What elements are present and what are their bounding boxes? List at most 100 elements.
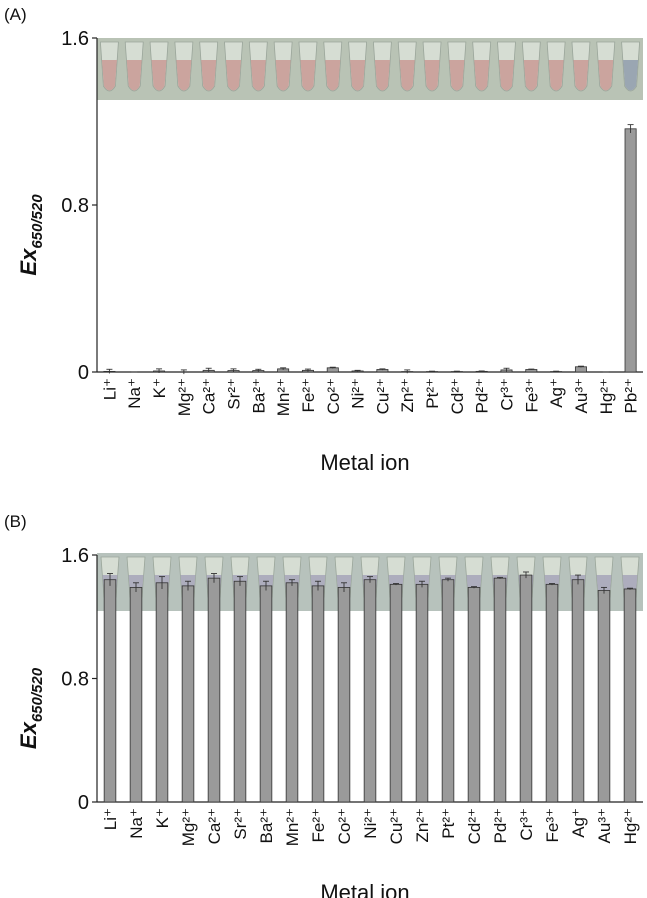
panel-label: (A): [4, 5, 27, 24]
x-tick-label: Zn²⁺: [398, 378, 417, 412]
x-tick-label: Na⁺: [125, 378, 144, 409]
tube-liquid: [499, 60, 514, 91]
bar: [104, 580, 116, 802]
bar: [442, 580, 454, 802]
x-tick-label: Mg²⁺: [179, 808, 198, 846]
bar: [624, 589, 636, 802]
x-tick-label: Ni²⁺: [349, 378, 368, 409]
x-tick-label: Li⁺: [100, 378, 119, 400]
tube-liquid: [251, 60, 266, 91]
bar: [520, 575, 532, 802]
x-tick-label: Zn²⁺: [413, 808, 432, 842]
figure: (A)00.81.6Ex650/520Li⁺Na⁺K⁺Mg²⁺Ca²⁺Sr²⁺B…: [0, 0, 647, 898]
x-tick-label: Na⁺: [127, 808, 146, 839]
tube-liquid: [201, 60, 216, 91]
x-tick-label: Pt²⁺: [423, 378, 442, 409]
x-tick-label: Cu²⁺: [387, 808, 406, 844]
x-tick-label: Pt²⁺: [439, 808, 458, 839]
x-tick-label: Hg²⁺: [597, 378, 616, 414]
tube-liquid: [300, 60, 315, 91]
y-label-sub: 650/520: [29, 194, 46, 249]
x-tick-label: Co²⁺: [324, 378, 343, 414]
tube-liquid: [102, 60, 117, 91]
x-tick-label: Fe²⁺: [309, 808, 328, 842]
x-tick-label: Ag⁺: [569, 808, 588, 838]
tube-liquid: [176, 60, 191, 91]
tube-liquid: [350, 60, 365, 91]
y-label-sub: 650/520: [29, 667, 46, 722]
x-tick-label: K⁺: [150, 378, 169, 398]
x-tick-label: Pd²⁺: [491, 808, 510, 843]
x-tick-label: Sr²⁺: [231, 808, 250, 840]
x-tick-label: Pb²⁺: [622, 378, 641, 413]
y-tick-label: 1.6: [61, 28, 89, 50]
y-tick-label: 0: [78, 792, 89, 814]
tube-liquid: [276, 60, 291, 91]
panel-label: (B): [4, 512, 27, 531]
x-tick-label: K⁺: [153, 808, 172, 828]
tube-liquid: [524, 60, 539, 91]
x-tick-label: Ni²⁺: [361, 808, 380, 839]
x-tick-label: Fe³⁺: [522, 378, 541, 412]
bar: [286, 583, 298, 802]
tube-liquid: [325, 60, 340, 91]
bar: [130, 587, 142, 802]
y-label-main: Ex: [16, 248, 41, 276]
x-tick-label: Fe³⁺: [543, 808, 562, 842]
x-tick-label: Sr²⁺: [225, 378, 244, 410]
x-tick-label: Au³⁺: [595, 808, 614, 843]
x-tick-label: Cd²⁺: [465, 808, 484, 844]
bar: [338, 587, 350, 802]
y-tick-label: 1.6: [61, 545, 89, 567]
tube-liquid: [226, 60, 241, 91]
x-tick-label: Cu²⁺: [373, 378, 392, 414]
x-tick-label: Ag⁺: [547, 378, 566, 408]
tube-liquid: [623, 60, 638, 91]
tube-liquid: [573, 60, 588, 91]
bar: [364, 580, 376, 802]
tube-liquid: [375, 60, 390, 91]
y-tick-label: 0: [78, 362, 89, 384]
x-tick-label: Ba²⁺: [249, 378, 268, 413]
bar: [468, 587, 480, 802]
x-tick-label: Mg²⁺: [175, 378, 194, 416]
bar: [156, 583, 168, 802]
bar: [208, 578, 220, 802]
x-axis-label: Metal ion: [320, 450, 409, 475]
x-tick-label: Hg²⁺: [621, 808, 640, 844]
x-tick-label: Cd²⁺: [448, 378, 467, 414]
x-tick-label: Ba²⁺: [257, 808, 276, 843]
y-tick-label: 0.8: [61, 195, 89, 217]
bar: [546, 584, 558, 802]
tube-liquid: [449, 60, 464, 91]
bar: [390, 584, 402, 802]
bar: [494, 578, 506, 802]
bar: [598, 591, 610, 802]
y-tick-label: 0.8: [61, 669, 89, 691]
tube-liquid: [127, 60, 142, 91]
bar: [312, 586, 324, 802]
tube-liquid: [474, 60, 489, 91]
x-tick-label: Co²⁺: [335, 808, 354, 844]
bar: [575, 367, 586, 372]
bar: [234, 581, 246, 802]
x-tick-label: Cr³⁺: [498, 378, 517, 411]
x-tick-label: Ca²⁺: [205, 808, 224, 844]
tube-liquid: [598, 60, 613, 91]
tube-liquid: [152, 60, 167, 91]
y-axis-label: Ex650/520: [16, 667, 46, 749]
bar: [625, 129, 636, 372]
bar: [416, 584, 428, 802]
x-tick-label: Cr³⁺: [517, 808, 536, 841]
tube-liquid: [549, 60, 564, 91]
x-tick-label: Pd²⁺: [473, 378, 492, 413]
x-tick-label: Mn²⁺: [283, 808, 302, 846]
x-tick-label: Li⁺: [101, 808, 120, 830]
bar: [572, 580, 584, 802]
y-label-main: Ex: [16, 721, 41, 749]
x-tick-label: Fe²⁺: [299, 378, 318, 412]
tube-liquid: [400, 60, 415, 91]
x-tick-label: Mn²⁺: [274, 378, 293, 416]
x-tick-label: Au³⁺: [572, 378, 591, 413]
x-tick-label: Ca²⁺: [200, 378, 219, 414]
